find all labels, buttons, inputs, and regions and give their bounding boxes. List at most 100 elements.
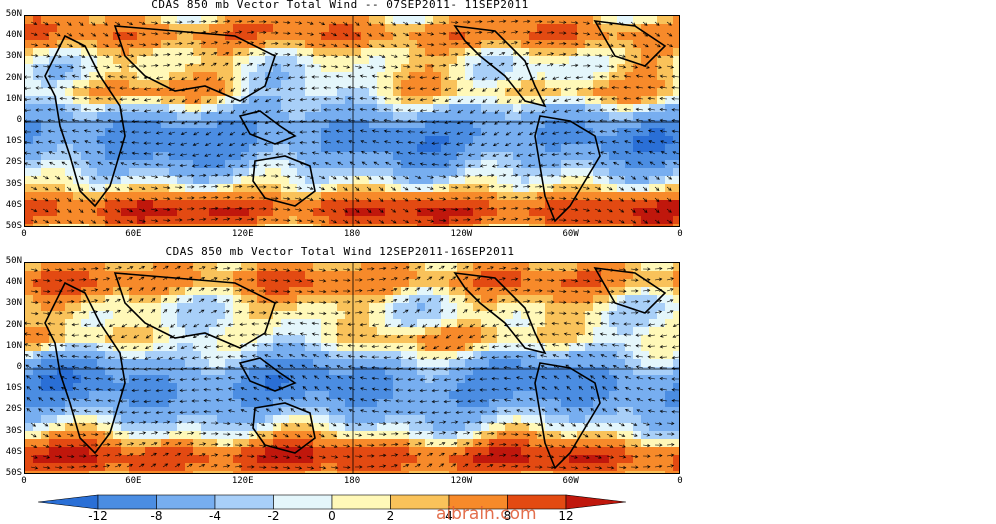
shade-cell: [665, 216, 674, 225]
shade-cell: [185, 104, 194, 113]
shade-cell: [297, 168, 306, 177]
shade-cell: [601, 184, 610, 193]
shade-cell: [121, 72, 130, 81]
shade-cell: [497, 399, 506, 408]
shade-cell: [369, 279, 378, 288]
shade-cell: [201, 184, 210, 193]
shade-cell: [321, 367, 330, 376]
shade-cell: [209, 343, 218, 352]
shade-cell: [169, 112, 178, 121]
shade-cell: [33, 399, 42, 408]
shade-cell: [177, 327, 186, 336]
shade-cell: [425, 208, 434, 217]
shade-cell: [505, 24, 514, 33]
shade-cell: [569, 56, 578, 65]
shade-cell: [249, 271, 258, 280]
shade-cell: [105, 104, 114, 113]
shade-cell: [249, 120, 258, 129]
shade-cell: [425, 96, 434, 105]
shade-cell: [425, 423, 434, 432]
shade-cell: [481, 168, 490, 177]
shade-cell: [521, 192, 530, 201]
shade-cell: [369, 104, 378, 113]
shade-cell: [625, 168, 634, 177]
shade-cell: [481, 40, 490, 49]
shade-cell: [441, 311, 450, 320]
shade-cell: [617, 224, 626, 227]
shade-cell: [377, 192, 386, 201]
shade-cell: [97, 391, 106, 400]
shade-cell: [25, 56, 34, 65]
shade-cell: [425, 359, 434, 368]
shade-cell: [33, 136, 42, 145]
shade-cell: [193, 128, 202, 137]
shade-cell: [393, 136, 402, 145]
shade-cell: [89, 415, 98, 424]
shade-cell: [457, 224, 466, 227]
shade-cell: [217, 271, 226, 280]
shade-cell: [673, 391, 680, 400]
shade-cell: [233, 48, 242, 57]
shade-cell: [553, 168, 562, 177]
shade-cell: [377, 184, 386, 193]
shade-cell: [217, 303, 226, 312]
shade-cell: [81, 271, 90, 280]
shade-cell: [617, 128, 626, 137]
shade-cell: [89, 168, 98, 177]
shade-cell: [545, 263, 554, 272]
shade-cell: [81, 168, 90, 177]
shade-cell: [185, 343, 194, 352]
shade-cell: [161, 351, 170, 360]
shade-cell: [545, 351, 554, 360]
shade-cell: [401, 327, 410, 336]
shade-cell: [425, 279, 434, 288]
shade-cell: [625, 200, 634, 209]
shade-cell: [609, 271, 618, 280]
shade-cell: [321, 423, 330, 432]
shade-cell: [241, 176, 250, 185]
shade-cell: [585, 144, 594, 153]
shade-cell: [185, 160, 194, 169]
shade-cell: [185, 80, 194, 89]
shade-cell: [441, 80, 450, 89]
shade-cell: [241, 24, 250, 33]
shade-cell: [105, 64, 114, 73]
shade-cell: [609, 184, 618, 193]
shade-cell: [273, 423, 282, 432]
shade-cell: [313, 176, 322, 185]
shade-cell: [601, 303, 610, 312]
shade-cell: [105, 144, 114, 153]
shade-cell: [209, 112, 218, 121]
shade-cell: [73, 136, 82, 145]
shade-cell: [425, 80, 434, 89]
shade-cell: [73, 311, 82, 320]
shade-cell: [193, 287, 202, 296]
shade-cell: [409, 16, 418, 25]
shade-cell: [65, 192, 74, 201]
shade-cell: [449, 423, 458, 432]
shade-cell: [201, 40, 210, 49]
shade-cell: [249, 96, 258, 105]
shade-cell: [201, 16, 210, 25]
shade-cell: [121, 168, 130, 177]
shade-cell: [553, 367, 562, 376]
shade-cell: [41, 216, 50, 225]
shade-cell: [377, 168, 386, 177]
shade-cell: [609, 303, 618, 312]
shade-cell: [545, 335, 554, 344]
shade-cell: [209, 80, 218, 89]
shade-cell: [649, 216, 658, 225]
shade-cell: [297, 224, 306, 227]
shade-cell: [409, 184, 418, 193]
panel-1-map-svg: [25, 16, 680, 227]
shade-cell: [201, 359, 210, 368]
shade-cell: [673, 80, 680, 89]
shade-cell: [97, 287, 106, 296]
shade-cell: [321, 224, 330, 227]
shade-cell: [593, 168, 602, 177]
shade-cell: [537, 80, 546, 89]
shade-cell: [441, 279, 450, 288]
shade-cell: [89, 104, 98, 113]
shade-cell: [465, 152, 474, 161]
shade-cell: [65, 415, 74, 424]
